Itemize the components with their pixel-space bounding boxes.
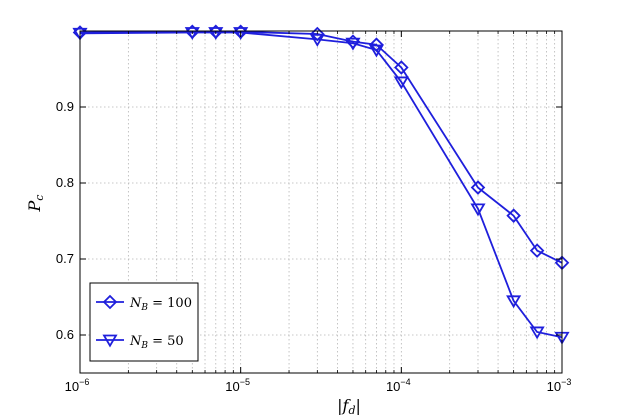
legend-box <box>89 282 199 362</box>
data-point-triangle-down <box>309 33 325 47</box>
legend-marker-triangle-down <box>102 334 118 348</box>
data-point-triangle-down <box>368 44 385 58</box>
data-point-triangle-down <box>529 326 545 340</box>
x-axis-label: |fd| <box>337 396 361 417</box>
legend-label: NB = 50 <box>129 334 184 351</box>
data-point-diamond <box>470 180 486 195</box>
legend-marker-diamond <box>102 294 118 310</box>
legend-label: NB = 100 <box>129 296 192 313</box>
x-tick-label: 10−4 <box>386 377 411 394</box>
data-point-triangle-down <box>184 27 200 40</box>
data-point-triangle-down <box>506 295 522 309</box>
data-point-diamond <box>394 60 409 75</box>
x-tick-label: 10−5 <box>225 377 250 394</box>
grid <box>80 31 562 373</box>
data-point-diamond <box>529 243 545 258</box>
y-tick-label: 0.9 <box>56 99 74 114</box>
data-point-triangle-down <box>393 76 409 90</box>
data-point-triangle-down <box>470 203 486 217</box>
axes: 10−6 10−5 10−4 10−3 0.6 0.7 0.8 0.9 <box>56 30 572 394</box>
y-tick-label: 0.7 <box>56 251 74 266</box>
x-tick-label: 10−6 <box>65 377 90 394</box>
axes-frame <box>79 30 563 374</box>
data-point-triangle-down <box>72 27 88 41</box>
x-tick-label: 10−3 <box>547 377 572 394</box>
legend: NB = 100 NB = 50 <box>89 282 199 362</box>
data-point-triangle-down <box>345 37 361 51</box>
y-tick-label: 0.8 <box>56 175 74 190</box>
series-2 <box>72 27 570 345</box>
data-point-diamond <box>506 208 521 223</box>
y-tick-label: 0.6 <box>56 327 74 342</box>
data-point-triangle-down <box>208 27 224 40</box>
data-point-triangle-down <box>233 27 249 40</box>
